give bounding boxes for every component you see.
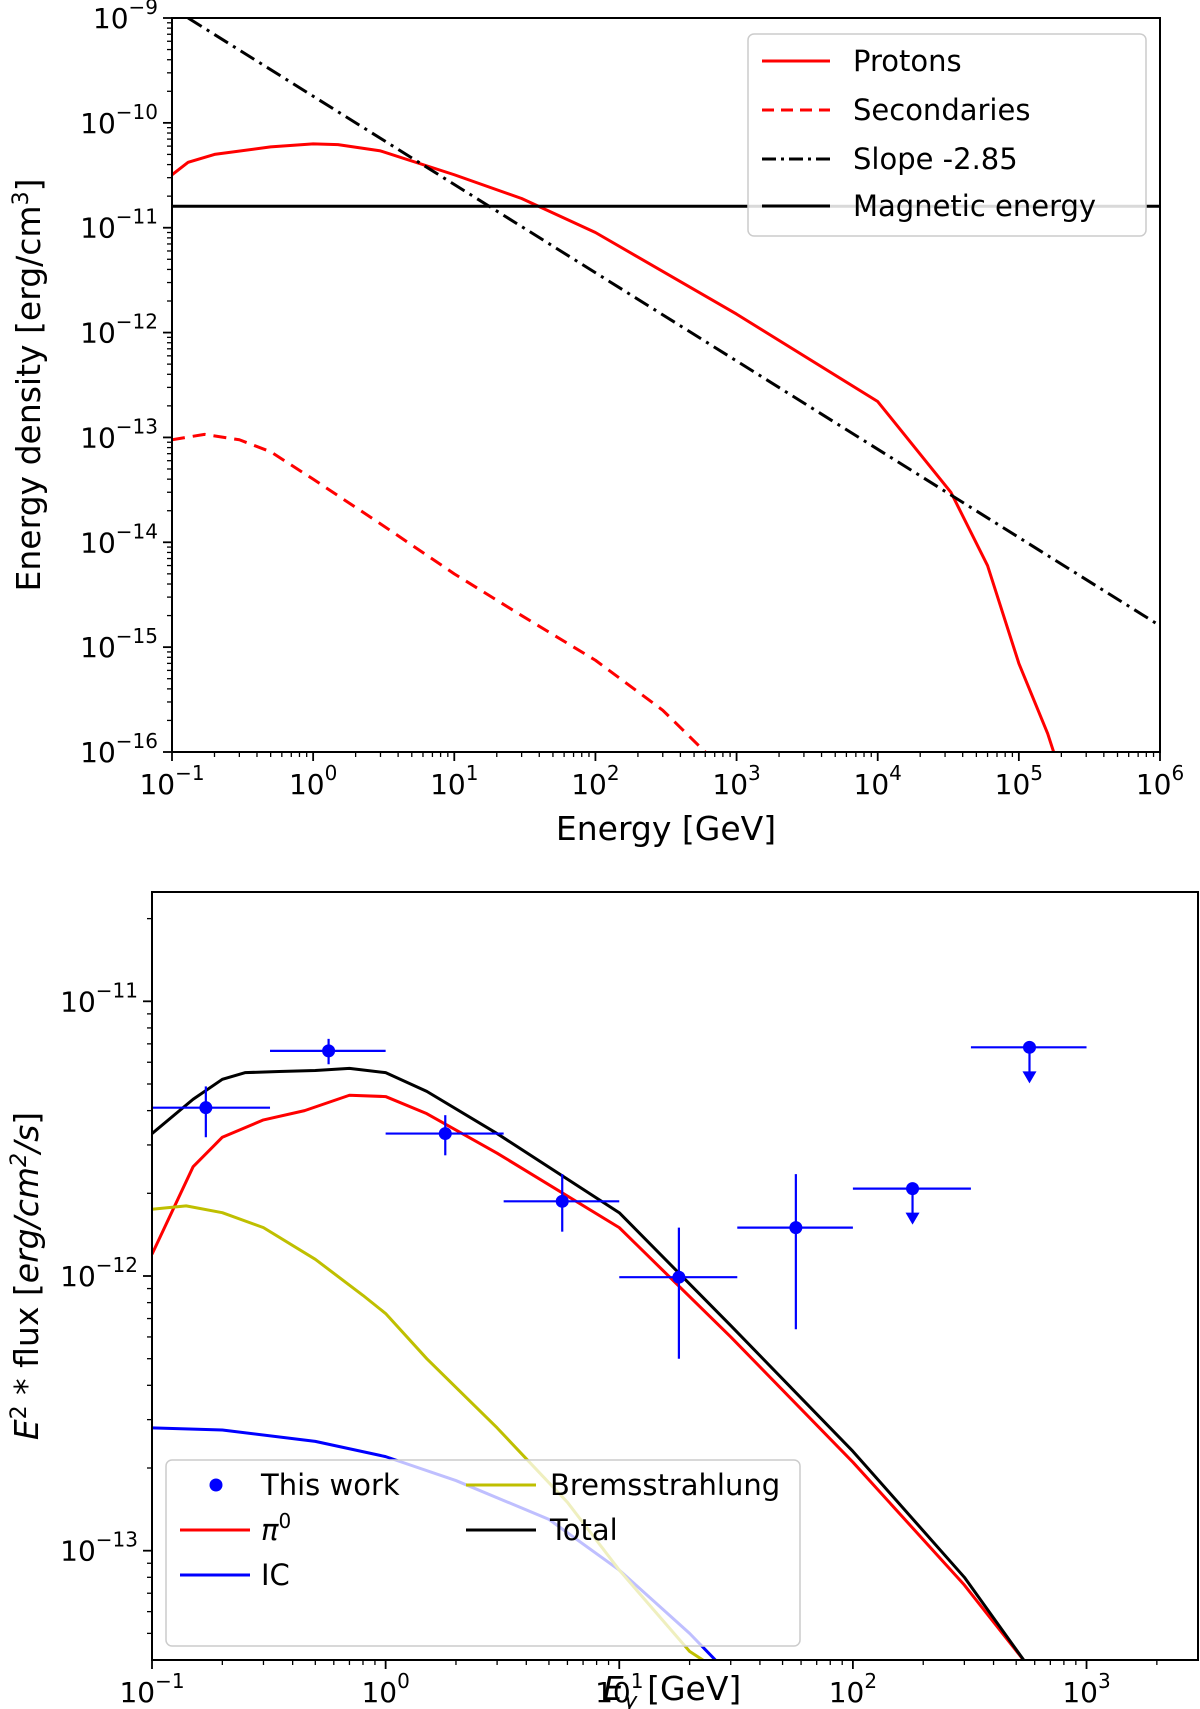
bottom-y-tick-label: 10−11: [60, 978, 138, 1018]
top-x-tick-label: 103: [712, 761, 760, 801]
top-x-tick-label: 10−1: [139, 761, 204, 801]
bottom-x-tick-label: 103: [1062, 1669, 1110, 1709]
top-y-tick-label: 10−13: [80, 414, 158, 454]
y-axis-label: Energy density [erg/cm3]: [9, 179, 49, 592]
bottom-x-tick-label: 102: [829, 1669, 877, 1709]
plot-frame-bottom: [151, 891, 1199, 1661]
top-y-tick-label: 10−9: [93, 0, 158, 35]
data-point: [199, 1101, 213, 1115]
legend-label-protons: Protons: [853, 44, 962, 78]
data-point: [438, 1127, 452, 1141]
top-y-tick-label: 10−10: [80, 100, 158, 140]
x-axis-label: Energy [GeV]: [556, 809, 776, 848]
upper-limit-arrow-head: [905, 1212, 920, 1225]
data-point: [789, 1221, 803, 1235]
x-axis-label-bottom: Eγ [GeV]: [603, 1669, 742, 1709]
legend-label-slope: Slope -2.85: [853, 142, 1018, 176]
top-x-tick-label: 105: [995, 761, 1043, 801]
top-x-tick-label: 102: [571, 761, 619, 801]
top-y-tick-label: 10−12: [80, 310, 158, 350]
bottom-series-bremsstrahlung: [152, 1204, 706, 1660]
top-x-tick-label: 101: [430, 761, 478, 801]
top-series-secondaries: [172, 432, 707, 752]
energy-density-chart: 10−1 100 101 102 103 104 105 106 10−9 10−10 10−11 1…: [9, 0, 1185, 848]
top-x-tick-label: 104: [854, 761, 902, 801]
top-y-tick-label: 10−16: [80, 729, 158, 769]
data-point: [322, 1044, 336, 1058]
top-series-protons: [172, 142, 1056, 752]
legend-label-secondaries: Secondaries: [853, 93, 1030, 127]
top-y-tick-label: 10−11: [80, 205, 158, 245]
y-axis-label-bottom: E2 * flux [erg/cm2/s]: [7, 1112, 46, 1440]
data-point: [555, 1194, 569, 1208]
bottom-series-total: [152, 1066, 1026, 1660]
data-point: [1022, 1040, 1036, 1054]
bottom-x-tick-label: 100: [361, 1669, 409, 1709]
legend-frame: [747, 33, 1147, 237]
legend-label-ic: IC: [261, 1558, 290, 1592]
upper-limit-arrow-head: [1022, 1071, 1037, 1084]
bottom-y-tick-label: 10−12: [60, 1253, 138, 1293]
top-series-slope-2-85: [187, 18, 1160, 628]
data-point: [672, 1270, 686, 1284]
legend-label-bremsstrahlung: Bremsstrahlung: [550, 1468, 780, 1502]
legend-label-this-work: This work: [260, 1468, 400, 1502]
top-x-tick-label: 106: [1136, 761, 1184, 801]
legend: Protons Secondaries Slope -2.85 Magnetic…: [747, 33, 1147, 237]
legend-label-magnetic: Magnetic energy: [853, 189, 1096, 223]
bottom-series-0: [152, 1093, 1026, 1660]
top-y-tick-label: 10−15: [80, 624, 158, 664]
data-point: [906, 1182, 920, 1196]
bottom-series-ic: [152, 1426, 718, 1660]
legend-label-total: Total: [549, 1513, 618, 1547]
top-x-tick-label: 100: [289, 761, 337, 801]
legend-label-pi0: π0: [261, 1509, 291, 1547]
top-y-tick-label: 10−14: [80, 519, 158, 559]
legend-frame-bottom: [165, 1459, 801, 1647]
plot-frame: [171, 17, 1161, 753]
legend-bottom: This work π0 IC Bremsstrahlung Total: [165, 1459, 801, 1647]
bottom-y-tick-label: 10−13: [60, 1528, 138, 1568]
legend-swatch-this-work: [209, 1478, 223, 1492]
bottom-x-tick-label: 10−1: [119, 1669, 184, 1709]
bottom-x-tick-label: 101: [595, 1669, 643, 1709]
